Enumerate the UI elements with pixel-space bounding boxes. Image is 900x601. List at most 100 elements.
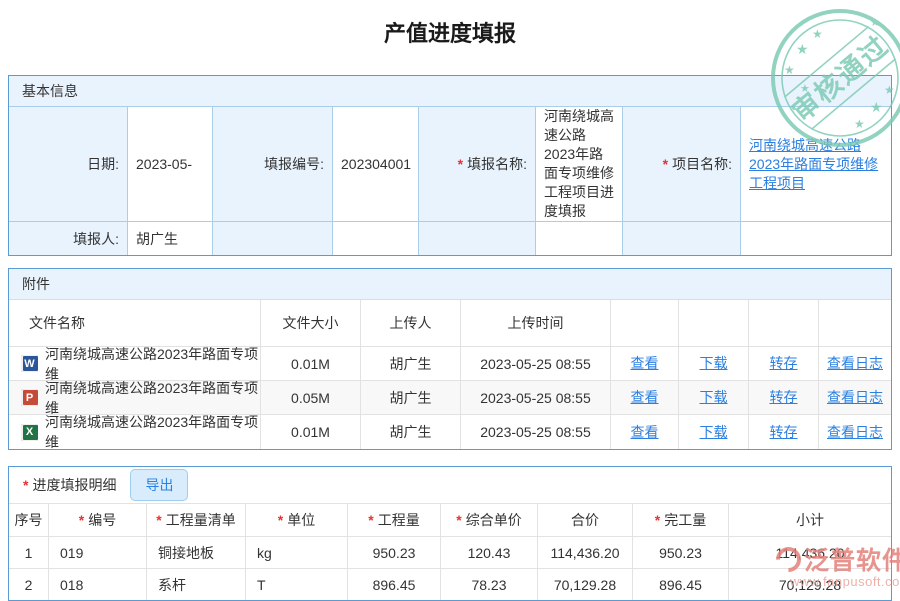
required-asterisk xyxy=(156,512,165,528)
view-link[interactable]: 查看 xyxy=(630,389,659,405)
file-name-cell: P 河南绕城高速公路2023年路面专项维 xyxy=(9,381,261,415)
required-asterisk xyxy=(456,512,465,528)
file-size-cell: 0.01M xyxy=(261,415,361,449)
col-code: 编号 xyxy=(49,503,147,536)
empty-label-cell xyxy=(213,222,333,255)
col-boq: 工程量清单 xyxy=(147,503,246,536)
boq-cell: 铜接地板 xyxy=(147,536,246,568)
transfer-link[interactable]: 转存 xyxy=(769,355,798,371)
reporter-value-text: 胡广生 xyxy=(136,230,178,247)
total-price-cell: 70,129.28 xyxy=(538,568,633,600)
col-total-price-text: 合价 xyxy=(571,512,599,528)
subtotal-cell: 114,436.20 xyxy=(729,536,891,568)
view-cell: 查看 xyxy=(611,381,679,415)
quantity-text: 950.23 xyxy=(372,544,416,561)
col-file-size-text: 文件大小 xyxy=(282,315,339,331)
file-size-text: 0.01M xyxy=(291,424,330,440)
download-link[interactable]: 下载 xyxy=(699,389,728,405)
col-quantity-text: 工程量 xyxy=(377,512,420,528)
required-asterisk xyxy=(663,156,672,172)
attachment-row: W 河南绕城高速公路2023年路面专项维 0.01M 胡广生 2023-05-25… xyxy=(9,347,891,381)
quantity-cell: 950.23 xyxy=(348,536,441,568)
upload-time-cell: 2023-05-25 08:55 xyxy=(461,381,611,415)
col-action-empty xyxy=(611,300,679,347)
upload-time-cell: 2023-05-25 08:55 xyxy=(461,347,611,381)
date-label-text: 日期: xyxy=(87,156,119,172)
file-size-cell: 0.05M xyxy=(261,381,361,415)
reporter-label: 填报人: xyxy=(9,222,128,255)
col-code-text: 编号 xyxy=(88,512,117,528)
view-log-cell: 查看日志 xyxy=(819,347,891,381)
completed-text: 896.45 xyxy=(659,576,702,593)
col-seq-text: 序号 xyxy=(14,512,43,528)
col-action-empty xyxy=(749,300,819,347)
detail-header-row: 序号 编号 工程量清单 单位 工程量 综合单价 合价 完工量 小计 xyxy=(9,503,891,536)
col-upload-time: 上传时间 xyxy=(461,300,611,347)
export-button[interactable]: 导出 xyxy=(130,469,189,501)
total-price-cell: 114,436.20 xyxy=(538,536,633,568)
view-cell: 查看 xyxy=(611,347,679,381)
boq-text: 铜接地板 xyxy=(158,544,214,561)
view-link[interactable]: 查看 xyxy=(630,423,659,440)
transfer-link[interactable]: 转存 xyxy=(769,423,798,440)
excel-file-icon: X xyxy=(21,423,38,441)
attachments-section: 附件 文件名称 文件大小 上传人 上传时间 W 河南绕城高速公路2023年路面专项… xyxy=(8,268,892,450)
col-unit-price: 综合单价 xyxy=(441,503,538,536)
progress-detail-section: 进度填报明细 导出 序号 编号 工程量清单 单位 工程量 综合单价 合价 完工量… xyxy=(8,466,892,601)
file-size-text: 0.05M xyxy=(291,389,330,406)
reporter-label-text: 填报人: xyxy=(73,230,119,247)
page-title: 产值进度填报 xyxy=(383,21,516,46)
report-name-value-text: 河南绕城高速公路2023年路面专项维修工程项目进度填报 xyxy=(544,108,614,219)
col-action-empty xyxy=(679,300,749,347)
view-log-link[interactable]: 查看日志 xyxy=(827,355,883,371)
upload-time-text: 2023-05-25 08:55 xyxy=(480,424,591,440)
unit-price-cell: 78.23 xyxy=(441,568,538,600)
subtotal-text: 114,436.20 xyxy=(775,544,845,561)
date-value: 2023-05- xyxy=(128,107,213,222)
unit-cell: T xyxy=(246,568,348,600)
quantity-cell: 896.45 xyxy=(348,568,441,600)
basic-info-row-1: 日期: 2023-05- 填报编号: 202304001 填报名称: 河南绕城高… xyxy=(9,107,891,222)
download-link[interactable]: 下载 xyxy=(699,423,728,440)
seq-text: 2 xyxy=(24,576,33,593)
upload-time-cell: 2023-05-25 08:55 xyxy=(461,415,611,449)
word-file-icon: W xyxy=(21,355,38,372)
unit-price-cell: 120.43 xyxy=(441,536,538,568)
view-log-link[interactable]: 查看日志 xyxy=(827,423,883,440)
unit-cell: kg xyxy=(246,536,348,568)
transfer-cell: 转存 xyxy=(749,415,819,449)
completed-cell: 896.45 xyxy=(633,568,729,600)
col-file-name-text: 文件名称 xyxy=(29,315,85,331)
file-name-cell: W 河南绕城高速公路2023年路面专项维 xyxy=(9,347,261,381)
transfer-link[interactable]: 转存 xyxy=(769,389,798,405)
seq-cell: 1 xyxy=(9,536,49,568)
empty-value-cell xyxy=(741,222,891,255)
file-name-cell: X 河南绕城高速公路2023年路面专项维 xyxy=(9,415,261,449)
unit-price-text: 120.43 xyxy=(467,544,511,561)
required-asterisk xyxy=(79,512,88,528)
basic-info-section-title: 基本信息 xyxy=(9,76,891,107)
report-name-value: 河南绕城高速公路2023年路面专项维修工程项目进度填报 xyxy=(536,107,623,222)
col-action-empty xyxy=(819,300,891,347)
col-uploader-text: 上传人 xyxy=(389,315,432,331)
attachments-section-title: 附件 xyxy=(9,269,891,300)
project-name-label: 项目名称: xyxy=(623,107,741,222)
report-number-value: 202304001 xyxy=(333,107,419,222)
required-asterisk xyxy=(278,512,287,528)
required-asterisk xyxy=(368,512,377,528)
empty-label-cell xyxy=(623,222,741,255)
view-log-cell: 查看日志 xyxy=(819,381,891,415)
view-link[interactable]: 查看 xyxy=(630,355,659,371)
col-unit: 单位 xyxy=(246,503,348,536)
upload-time-text: 2023-05-25 08:55 xyxy=(480,355,591,372)
upload-time-text: 2023-05-25 08:55 xyxy=(480,389,591,406)
progress-detail-title: 进度填报明细 xyxy=(23,475,116,495)
attachment-row: X 河南绕城高速公路2023年路面专项维 0.01M 胡广生 2023-05-25… xyxy=(9,415,891,449)
seq-text: 1 xyxy=(24,544,33,561)
uploader-text: 胡广生 xyxy=(389,389,432,406)
project-name-link[interactable]: 河南绕城高速公路2023年路面专项维修工程项目 xyxy=(749,136,879,191)
required-asterisk xyxy=(458,156,467,172)
detail-row: 1 019 铜接地板 kg 950.23 120.43 114,436.20 9… xyxy=(9,536,891,568)
view-log-link[interactable]: 查看日志 xyxy=(827,389,883,405)
download-link[interactable]: 下载 xyxy=(699,355,728,371)
